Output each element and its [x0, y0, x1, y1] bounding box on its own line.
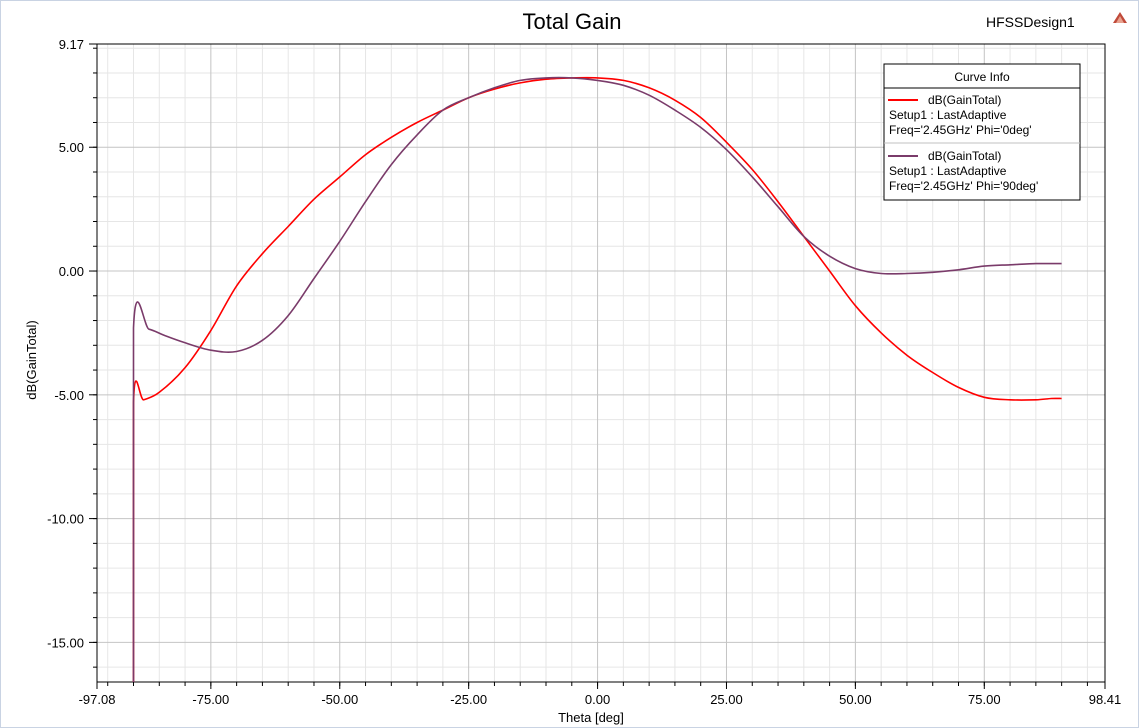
legend-title: Curve Info — [954, 70, 1010, 84]
y-tick-label: -15.00 — [47, 635, 84, 650]
y-tick-label: -10.00 — [47, 512, 84, 527]
x-axis-label: Theta [deg] — [558, 710, 624, 725]
warning-icon[interactable] — [1113, 12, 1127, 23]
chart-title: Total Gain — [522, 9, 621, 34]
plot-area — [96, 43, 1106, 683]
series-gain-phi0-line — [132, 76, 1062, 682]
x-tick-label: 98.41 — [1089, 692, 1122, 707]
y-tick-label: 5.00 — [59, 140, 84, 155]
x-tick-label: -25.00 — [450, 692, 487, 707]
y-tick-label: -5.00 — [54, 388, 84, 403]
x-tick-label: 25.00 — [710, 692, 743, 707]
series-group — [132, 76, 1062, 682]
legend-entry-phi0-setup: Setup1 : LastAdaptive — [889, 108, 1007, 122]
x-tick-label: 0.00 — [585, 692, 610, 707]
series-gain-phi90-line — [132, 76, 1062, 682]
legend-entry-phi0-name: dB(GainTotal) — [928, 93, 1001, 107]
legend-entry-phi90-setup: Setup1 : LastAdaptive — [889, 164, 1007, 178]
legend-box — [883, 63, 1081, 201]
y-tick-label: 9.17 — [59, 37, 84, 52]
x-tick-label: 50.00 — [839, 692, 872, 707]
legend-entry-phi90-freq: Freq='2.45GHz' Phi='90deg' — [889, 179, 1038, 193]
x-tick-label: 75.00 — [968, 692, 1001, 707]
x-tick-label: -75.00 — [192, 692, 229, 707]
axis-ticks: -97.08 -75.00 -50.00 -25.00 0.00 25.00 50.00 75… — [47, 37, 1121, 707]
y-tick-label: 0.00 — [59, 264, 84, 279]
legend-entry-phi90-name: dB(GainTotal) — [928, 149, 1001, 163]
legend[interactable]: Curve Info dB(GainTotal) Setup1 : LastAd… — [883, 63, 1081, 201]
x-tick-label: -97.08 — [79, 692, 116, 707]
grid — [96, 43, 1106, 682]
legend-entry-phi0-freq: Freq='2.45GHz' Phi='0deg' — [889, 123, 1032, 137]
x-tick-label: -50.00 — [321, 692, 358, 707]
design-name: HFSSDesign1 — [986, 14, 1075, 30]
y-axis-label: dB(GainTotal) — [24, 320, 39, 399]
